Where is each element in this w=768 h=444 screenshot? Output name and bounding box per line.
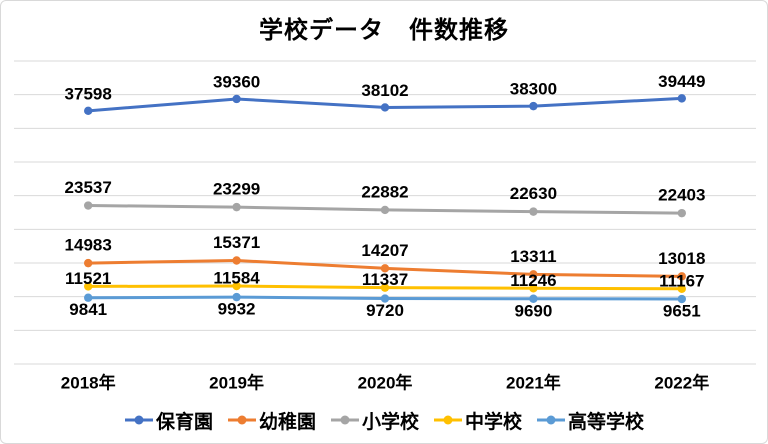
legend-label: 高等学校: [568, 411, 645, 433]
data-label: 22403: [658, 186, 705, 205]
legend-label: 小学校: [361, 411, 419, 433]
data-point-marker: [529, 207, 538, 216]
data-point-marker: [84, 282, 93, 291]
data-point-marker: [380, 264, 390, 273]
legend-line-marker-icon: [227, 415, 256, 425]
legend-item-1: 幼稚園: [227, 407, 316, 434]
data-label: 13018: [658, 249, 705, 268]
data-label: 39449: [658, 72, 705, 91]
data-point-marker: [529, 101, 538, 111]
data-label: 9720: [366, 301, 404, 320]
legend-item-3: 中学校: [433, 407, 522, 434]
data-label: 39360: [213, 72, 260, 91]
data-label: 15371: [213, 233, 260, 252]
data-label: 38300: [510, 80, 557, 99]
data-point-marker: [529, 294, 538, 303]
data-label: 38102: [361, 81, 408, 100]
data-label: 9932: [218, 300, 256, 319]
legend-item-0: 保育園: [124, 407, 213, 434]
legend-line-marker-icon: [330, 415, 359, 425]
data-point-marker: [380, 283, 390, 292]
data-point-marker: [380, 294, 390, 303]
legend-label: 中学校: [465, 411, 523, 433]
data-label: 11584: [213, 269, 260, 288]
data-label: 9651: [663, 302, 701, 321]
chart-title: 学校データ 件数推移: [259, 17, 509, 44]
data-label: 11246: [510, 271, 556, 290]
data-label: 14983: [65, 236, 112, 255]
data-point-marker: [677, 284, 686, 294]
data-point-marker: [232, 292, 241, 302]
data-point-marker: [380, 205, 390, 215]
x-axis-label: 2018年: [61, 373, 116, 393]
data-label: 23537: [65, 178, 112, 197]
legend-item-4: 高等学校: [536, 407, 644, 434]
data-point-marker: [84, 201, 93, 210]
data-point-marker: [677, 272, 686, 281]
data-label: 11337: [362, 270, 408, 289]
legend-item-2: 小学校: [330, 407, 419, 434]
legend-line-marker-icon: [434, 415, 462, 425]
data-label: 37598: [65, 84, 112, 103]
data-point-marker: [677, 94, 686, 103]
data-point-marker: [232, 94, 241, 104]
legend-line-marker-icon: [124, 415, 153, 425]
data-point-marker: [84, 293, 93, 302]
legend-label: 幼稚園: [258, 411, 316, 433]
legend-line-marker-icon: [537, 415, 566, 425]
chart-legend: 保育園 幼稚園 小学校 中学校 高等学校: [1, 404, 767, 436]
x-axis-label: 2021年: [506, 373, 561, 393]
data-point-marker: [232, 256, 241, 265]
data-label: 11521: [65, 269, 111, 288]
data-point-marker: [380, 103, 390, 112]
data-point-marker: [529, 284, 538, 293]
data-label: 11167: [659, 271, 704, 290]
legend-label: 保育園: [155, 411, 213, 433]
data-label: 9841: [69, 300, 107, 319]
data-label: 14207: [361, 241, 408, 260]
data-label: 22630: [510, 184, 557, 203]
x-axis-label: 2022年: [654, 373, 709, 393]
data-point-marker: [84, 106, 93, 116]
data-point-marker: [84, 258, 93, 268]
data-point-marker: [232, 281, 241, 291]
data-label: 23299: [213, 180, 260, 199]
x-axis-label: 2019年: [209, 373, 264, 393]
data-point-marker: [677, 294, 686, 304]
data-label: 22882: [361, 182, 408, 201]
x-axis-label: 2020年: [358, 373, 413, 393]
data-label: 13311: [510, 247, 556, 266]
data-point-marker: [232, 202, 241, 212]
data-point-marker: [677, 208, 686, 218]
data-point-marker: [529, 270, 538, 279]
data-label: 9690: [514, 301, 552, 320]
